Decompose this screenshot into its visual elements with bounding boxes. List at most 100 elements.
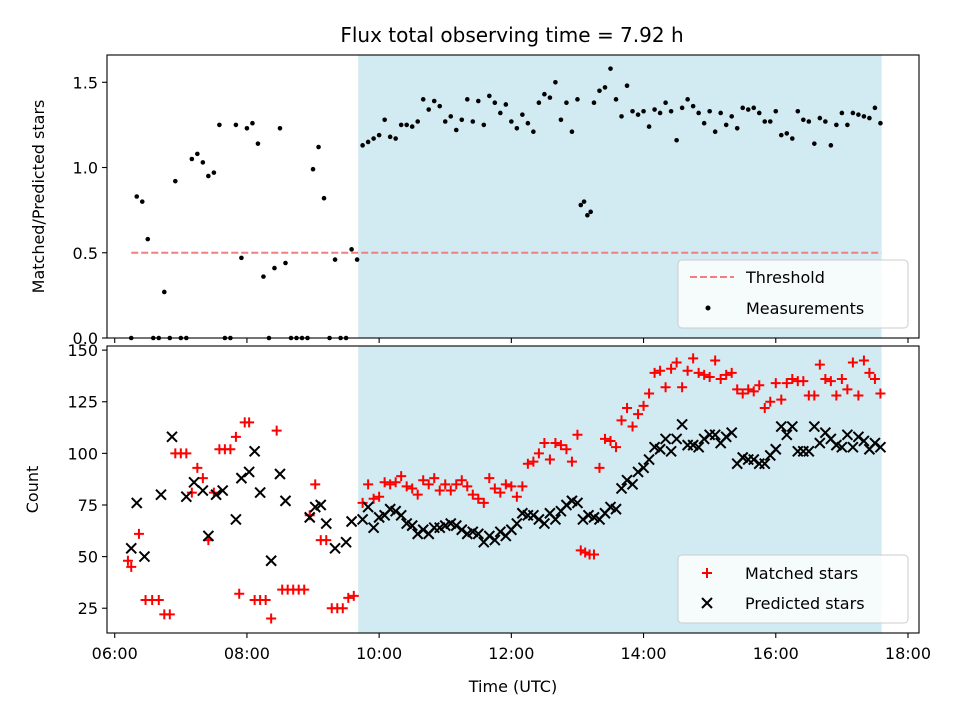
- predicted-star-point: [202, 530, 215, 542]
- predicted-star-point: [180, 491, 193, 503]
- predicted-star-point: [367, 521, 380, 534]
- measurement-point: [365, 139, 371, 145]
- predicted-stars-points: [125, 418, 887, 567]
- y-tick-label: 25: [78, 599, 98, 618]
- matched-star-point: [605, 435, 616, 446]
- predicted-star-point: [654, 443, 666, 455]
- matched-star-point: [588, 549, 599, 560]
- count-y-ticks: 25 50 75 100 125 150: [67, 341, 107, 618]
- matched-star-point: [825, 376, 836, 387]
- predicted-star-point: [626, 478, 639, 491]
- measurement-point: [409, 124, 415, 129]
- measurement-point: [569, 129, 575, 135]
- matched-star-point: [561, 444, 572, 455]
- matched-star-point: [271, 425, 282, 436]
- matched-star-point: [385, 479, 396, 490]
- matched-star-point: [702, 568, 712, 578]
- matched-star-point: [555, 440, 566, 451]
- matched-star-point: [611, 442, 622, 453]
- measurement-point: [217, 122, 222, 128]
- measurement-point: [668, 108, 674, 114]
- matched-star-point: [770, 378, 781, 389]
- matched-star-point: [858, 355, 869, 366]
- predicted-star-point: [254, 486, 266, 499]
- matched-star-point: [566, 456, 577, 467]
- matched-star-point: [765, 396, 776, 407]
- measurement-point: [547, 95, 553, 100]
- matched-star-point: [260, 594, 271, 605]
- measurement-point: [233, 122, 239, 128]
- measurement-point: [173, 178, 178, 184]
- ratio-y-ticks: 0.0 0.5 1.0 1.5: [73, 73, 107, 348]
- matched-star-point: [748, 386, 759, 397]
- measurement-point: [200, 160, 206, 165]
- matched-star-point: [754, 380, 765, 391]
- measurement-point: [767, 119, 773, 124]
- predicted-star-point: [329, 542, 341, 555]
- measurement-point: [591, 100, 597, 106]
- measurement-point: [801, 117, 806, 123]
- matched-star-point: [644, 388, 655, 399]
- ratio-x-ticks: [114, 338, 909, 343]
- measurement-point: [448, 114, 454, 119]
- measurement-point: [663, 100, 668, 106]
- matched-star-point: [153, 594, 164, 605]
- x-tick-label: 08:00: [224, 644, 270, 663]
- matched-star-point: [575, 545, 586, 556]
- matched-star-point: [616, 415, 627, 426]
- matched-star-point: [787, 374, 798, 385]
- legend-measurements-swatch: [705, 305, 711, 311]
- predicted-star-point: [315, 499, 327, 511]
- predicted-star-point: [395, 509, 407, 522]
- measurement-point: [657, 110, 663, 116]
- measurement-point: [578, 202, 584, 208]
- matched-star-point: [682, 365, 693, 376]
- matched-star-point: [473, 493, 484, 504]
- measurement-point: [261, 274, 266, 279]
- matched-star-point: [622, 402, 633, 413]
- measurement-point: [718, 110, 723, 116]
- measurement-point: [564, 100, 569, 106]
- predicted-star-point: [803, 445, 815, 458]
- measurement-point: [487, 93, 492, 99]
- matched-star-point: [379, 477, 390, 488]
- matched-star-point: [737, 388, 748, 399]
- measurement-point: [437, 103, 443, 109]
- matched-star-point: [528, 456, 539, 467]
- matched-star-point: [743, 384, 754, 395]
- predicted-star-point: [125, 542, 137, 555]
- y-tick-label: 0.5: [73, 244, 98, 263]
- measurement-point: [723, 122, 729, 128]
- measurement-point: [145, 236, 151, 242]
- measurement-point: [652, 107, 657, 112]
- measurement-point: [453, 127, 459, 133]
- predicted-star-point: [279, 495, 292, 507]
- legend-threshold-label: Threshold: [745, 268, 825, 287]
- measurement-point: [795, 108, 801, 114]
- predicted-star-point: [243, 466, 255, 478]
- measurement-point: [641, 108, 646, 114]
- measurement-point: [250, 120, 255, 126]
- measurement-point: [498, 110, 503, 116]
- measurement-point: [481, 122, 487, 128]
- matched-star-point: [666, 363, 677, 374]
- predicted-star-point: [188, 476, 200, 488]
- measurement-point: [542, 91, 547, 97]
- measurement-point: [139, 199, 145, 204]
- measurement-point: [272, 265, 277, 271]
- predicted-star-point: [670, 433, 683, 445]
- ratio-y-axis-label: Matched/Predicted stars: [29, 100, 48, 294]
- predicted-star-point: [155, 488, 167, 501]
- measurement-point: [371, 136, 376, 141]
- x-tick-label: 14:00: [621, 644, 667, 663]
- measurement-point: [244, 126, 250, 131]
- ratio-legend: Threshold Measurements: [677, 259, 909, 329]
- predicted-star-point: [138, 550, 151, 563]
- measurement-point: [613, 97, 619, 102]
- count-y-axis-label: Count: [23, 466, 42, 514]
- measurement-point: [514, 126, 520, 131]
- y-tick-label: 50: [78, 548, 98, 567]
- matched-star-point: [348, 590, 359, 601]
- measurement-point: [878, 120, 883, 126]
- predicted-star-point: [841, 429, 854, 441]
